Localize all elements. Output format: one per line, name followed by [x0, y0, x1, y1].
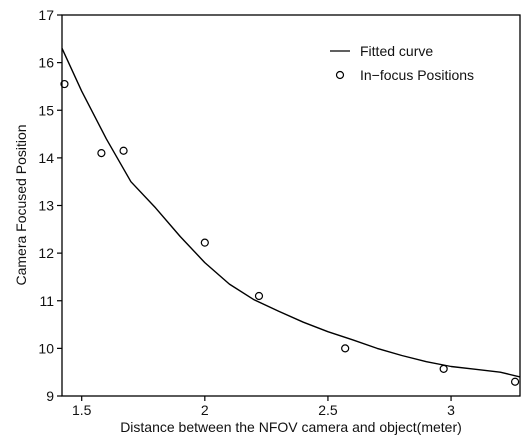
y-tick-label: 16 — [38, 55, 54, 71]
y-tick-label: 15 — [38, 102, 54, 118]
y-tick-label: 11 — [39, 293, 54, 309]
in-focus-point — [254, 291, 264, 301]
plot-area — [60, 48, 521, 386]
in-focus-point — [510, 377, 520, 386]
y-tick-label: 13 — [38, 198, 54, 214]
x-axis-title: Distance between the NFOV camera and obj… — [120, 419, 462, 435]
y-tick-label: 9 — [46, 388, 54, 404]
y-tick-label: 14 — [38, 150, 54, 166]
x-tick-label: 2 — [201, 402, 209, 418]
y-axis: 9 10 11 12 13 14 15 16 17 — [38, 7, 62, 404]
x-axis: 1.5 2 2.5 3 — [72, 396, 455, 418]
in-focus-point — [439, 364, 448, 373]
in-focus-point — [200, 238, 209, 247]
legend-circle-symbol — [335, 70, 345, 80]
in-focus-point — [60, 79, 69, 89]
x-tick-label: 1.5 — [72, 402, 92, 418]
fitted-curve-line — [61, 48, 521, 378]
in-focus-point — [97, 149, 106, 158]
y-tick-label: 17 — [38, 7, 54, 23]
y-axis-title: Camera Focused Position — [13, 124, 29, 285]
x-tick-label: 3 — [447, 402, 455, 418]
x-tick-label: 2.5 — [318, 402, 338, 418]
legend-label-fitted-curve: Fitted curve — [360, 43, 433, 59]
in-focus-point — [341, 344, 350, 353]
in-focus-point — [119, 146, 128, 155]
legend-label-in-focus-positions: In−focus Positions — [360, 67, 474, 83]
legend: Fitted curve In−focus Positions — [330, 43, 474, 83]
y-tick-label: 12 — [38, 245, 54, 261]
y-tick-label: 10 — [38, 340, 54, 356]
